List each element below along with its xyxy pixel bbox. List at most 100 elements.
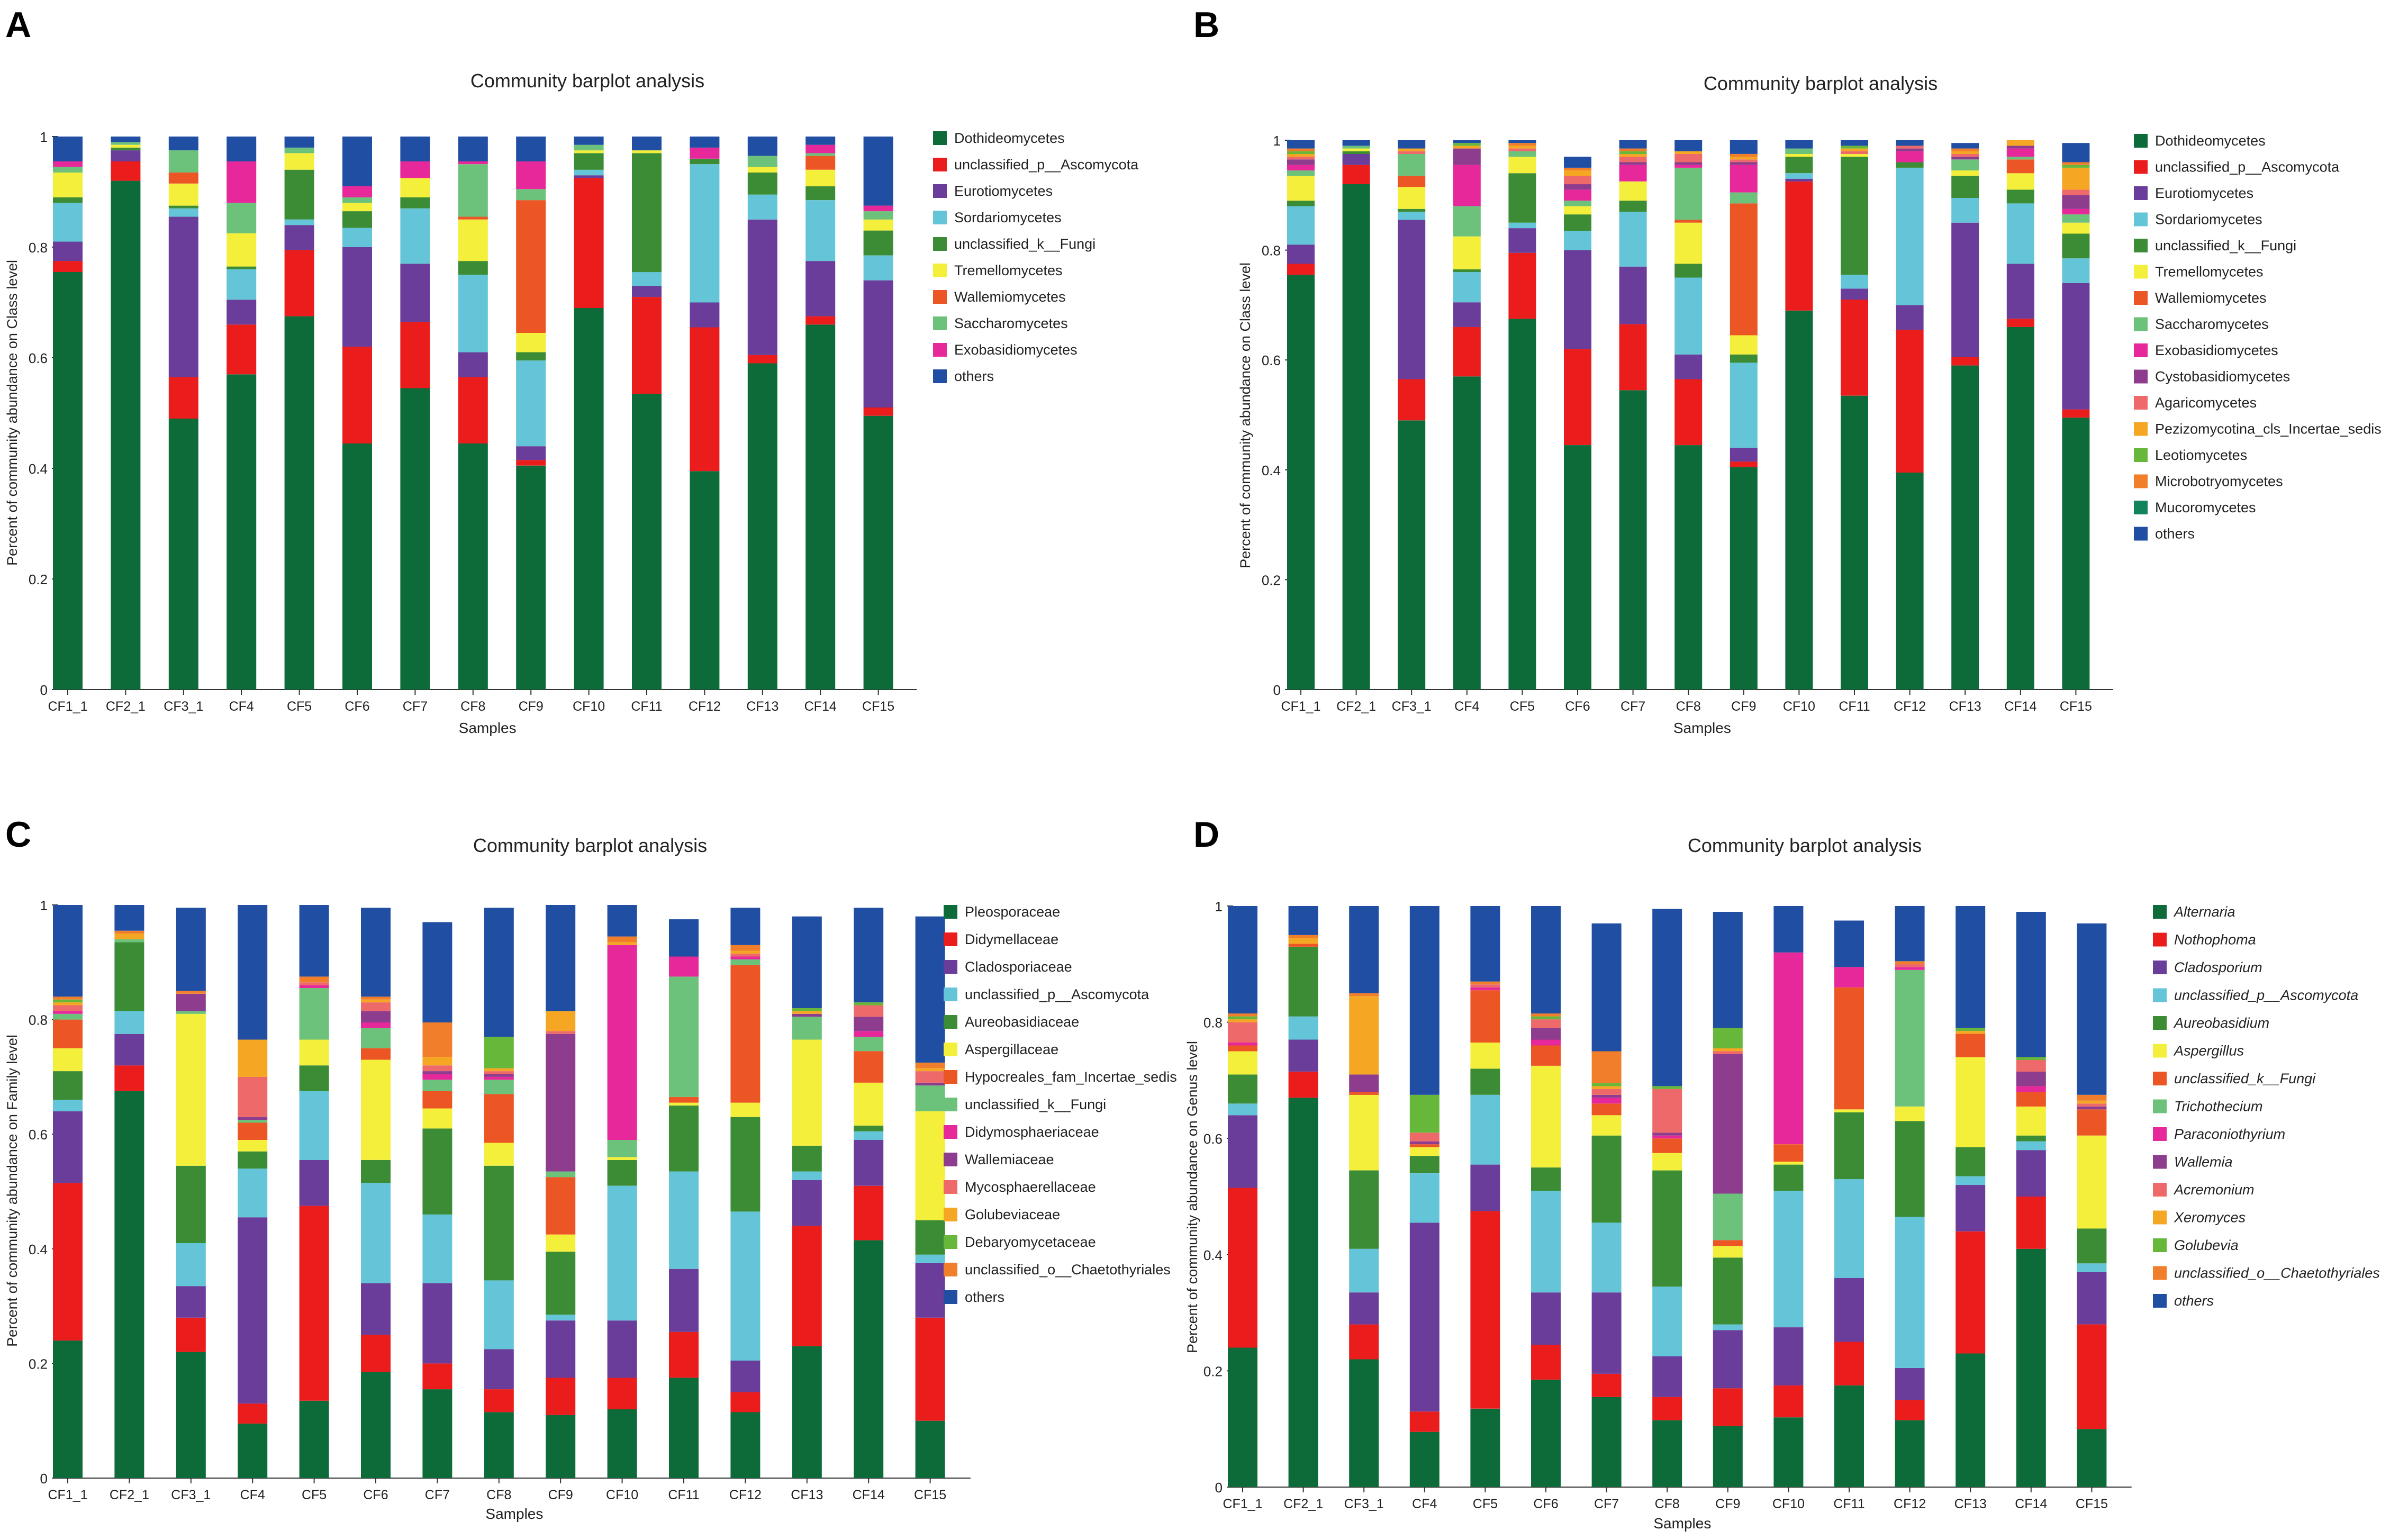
bar-segment[interactable]	[1287, 170, 1315, 176]
bar-segment[interactable]	[53, 203, 83, 242]
bar-segment[interactable]	[669, 1171, 699, 1269]
bar-stack-cf15[interactable]	[2077, 923, 2107, 1487]
bar-segment[interactable]	[484, 1076, 514, 1080]
bar-segment[interactable]	[2062, 189, 2090, 195]
bar-segment[interactable]	[1531, 906, 1561, 1014]
bar-segment[interactable]	[1228, 1188, 1257, 1348]
bar-segment[interactable]	[1398, 379, 1426, 421]
bar-segment[interactable]	[1674, 277, 1703, 355]
legend-item[interactable]: others	[944, 1289, 1004, 1305]
bar-stack-cf2_1[interactable]	[1342, 140, 1370, 690]
bar-segment[interactable]	[607, 936, 637, 943]
bar-segment[interactable]	[747, 167, 777, 173]
bar-segment[interactable]	[458, 352, 488, 377]
bar-stack-cf8[interactable]	[1652, 909, 1682, 1488]
bar-segment[interactable]	[1619, 157, 1647, 162]
bar-segment[interactable]	[607, 1409, 637, 1478]
bar-segment[interactable]	[516, 333, 546, 352]
bar-segment[interactable]	[53, 161, 83, 167]
legend-item[interactable]: Aureobasidium	[2153, 1015, 2269, 1031]
bar-segment[interactable]	[1349, 1094, 1379, 1171]
bar-segment[interactable]	[422, 1108, 452, 1129]
bar-segment[interactable]	[361, 1002, 391, 1011]
bar-segment[interactable]	[1228, 1013, 1257, 1017]
bar-segment[interactable]	[2077, 1135, 2107, 1229]
bar-segment[interactable]	[1785, 140, 1813, 149]
bar-segment[interactable]	[2016, 912, 2046, 1057]
bar-stack-cf4[interactable]	[1409, 906, 1440, 1487]
bar-segment[interactable]	[2077, 1228, 2107, 1264]
bar-segment[interactable]	[1470, 1043, 1500, 1069]
bar-segment[interactable]	[53, 905, 83, 997]
bar-segment[interactable]	[2062, 222, 2090, 234]
bar-segment[interactable]	[805, 324, 836, 690]
legend-item[interactable]: others	[933, 368, 994, 384]
bar-segment[interactable]	[1896, 330, 1924, 473]
bar-stack-cf15[interactable]	[915, 916, 945, 1478]
bar-segment[interactable]	[1287, 275, 1315, 690]
bar-segment[interactable]	[53, 1005, 83, 1011]
bar-segment[interactable]	[854, 1005, 884, 1017]
bar-segment[interactable]	[1591, 1135, 1622, 1223]
bar-segment[interactable]	[516, 352, 546, 361]
bar-segment[interactable]	[1619, 153, 1647, 157]
bar-segment[interactable]	[1951, 143, 1979, 149]
bar-segment[interactable]	[1951, 198, 1979, 223]
legend-item[interactable]: Pezizomycotina_cls_Incertae_sedis	[2134, 421, 2382, 437]
bar-segment[interactable]	[1287, 153, 1315, 157]
bar-segment[interactable]	[669, 1378, 699, 1479]
bar-segment[interactable]	[1288, 1039, 1318, 1072]
bar-segment[interactable]	[1409, 1141, 1440, 1145]
bar-segment[interactable]	[1531, 1013, 1561, 1017]
bar-segment[interactable]	[114, 942, 144, 1011]
bar-segment[interactable]	[1564, 167, 1591, 171]
bar-segment[interactable]	[1591, 1373, 1622, 1397]
bar-segment[interactable]	[284, 153, 314, 170]
bar-segment[interactable]	[546, 905, 576, 1011]
bar-segment[interactable]	[238, 1122, 268, 1140]
bar-segment[interactable]	[730, 954, 761, 957]
legend-item[interactable]: Mucoromycetes	[2134, 500, 2256, 515]
bar-segment[interactable]	[854, 1131, 884, 1140]
bar-segment[interactable]	[792, 1145, 822, 1172]
bar-stack-cf7[interactable]	[422, 922, 452, 1479]
bar-segment[interactable]	[1287, 157, 1315, 160]
bar-segment[interactable]	[1453, 376, 1481, 690]
bar-segment[interactable]	[400, 197, 430, 209]
bar-segment[interactable]	[730, 950, 761, 954]
bar-segment[interactable]	[1531, 1191, 1561, 1293]
bar-segment[interactable]	[1785, 181, 1813, 311]
legend-item[interactable]: Wallemiomycetes	[2134, 290, 2267, 306]
bar-segment[interactable]	[2016, 1092, 2046, 1107]
bar-segment[interactable]	[1470, 1211, 1500, 1409]
bar-segment[interactable]	[422, 1022, 452, 1057]
bar-segment[interactable]	[176, 908, 206, 991]
bar-segment[interactable]	[238, 1117, 268, 1120]
bar-segment[interactable]	[1951, 157, 1979, 160]
bar-segment[interactable]	[1453, 236, 1481, 269]
bar-segment[interactable]	[1349, 996, 1379, 1075]
bar-segment[interactable]	[669, 1331, 699, 1378]
bar-segment[interactable]	[792, 916, 822, 1008]
bar-segment[interactable]	[1531, 1039, 1561, 1046]
bar-segment[interactable]	[1531, 1345, 1561, 1380]
bar-segment[interactable]	[238, 1039, 268, 1077]
bar-segment[interactable]	[1228, 1103, 1257, 1116]
bar-segment[interactable]	[1841, 146, 1868, 149]
bar-segment[interactable]	[2016, 1106, 2046, 1136]
bar-segment[interactable]	[361, 1022, 391, 1028]
bar-segment[interactable]	[632, 286, 662, 297]
bar-segment[interactable]	[168, 208, 198, 217]
bar-segment[interactable]	[1619, 201, 1647, 212]
bar-segment[interactable]	[1956, 1353, 1986, 1488]
legend-item[interactable]: Wallemiaceae	[944, 1152, 1054, 1167]
bar-segment[interactable]	[1288, 1016, 1318, 1040]
bar-segment[interactable]	[690, 327, 720, 472]
bar-segment[interactable]	[1895, 1217, 1925, 1368]
bar-segment[interactable]	[2006, 327, 2034, 690]
bar-segment[interactable]	[1508, 148, 1536, 151]
bar-segment[interactable]	[1841, 148, 1868, 151]
bar-stack-cf2_1[interactable]	[111, 137, 141, 690]
bar-segment[interactable]	[574, 153, 604, 170]
bar-segment[interactable]	[2006, 189, 2034, 204]
